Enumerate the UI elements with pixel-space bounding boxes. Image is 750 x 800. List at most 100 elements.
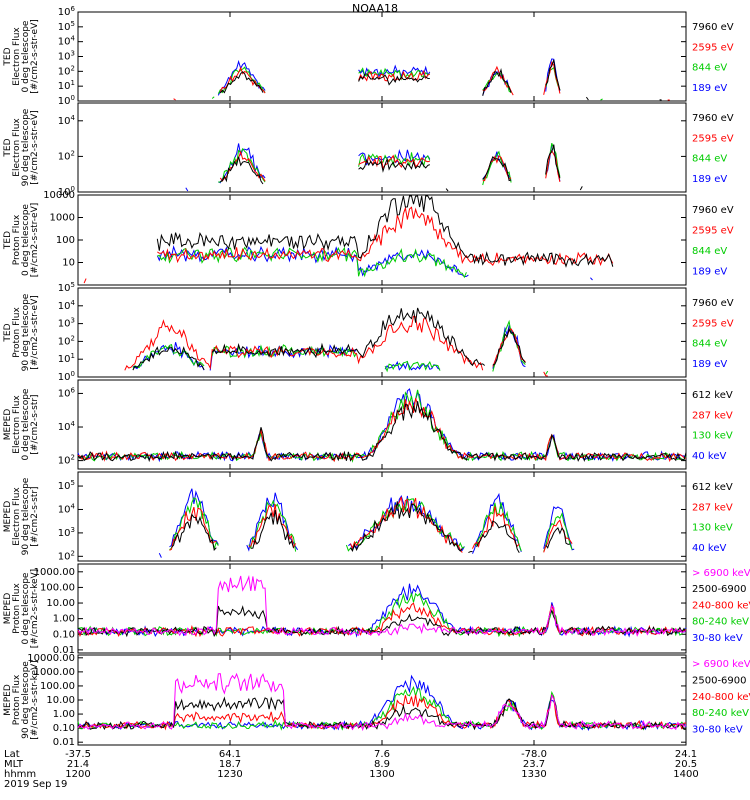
y-tick-label: 106 [58, 386, 76, 399]
y-tick-exponent: 3 [71, 317, 75, 325]
y-tick-exponent: 5 [71, 20, 75, 28]
y-tick-label: 105 [58, 20, 75, 33]
y-tick-label: 10.00 [46, 695, 75, 706]
legend-entry: 30-80 keV [692, 633, 743, 644]
legend-entry: 130 keV [692, 523, 733, 534]
series-trace [186, 144, 672, 192]
series-trace [77, 685, 686, 731]
y-tick-label: 0.10 [53, 723, 75, 734]
y-axis-label: Electron Flux [12, 487, 22, 546]
legend-entry: 7960 eV [692, 298, 734, 309]
legend-entry: 287 keV [692, 502, 733, 513]
y-tick-label: 104 [58, 420, 76, 433]
series-trace [220, 145, 678, 192]
y-tick-label: 0.01 [53, 737, 75, 748]
panel-3: 10 100 1000 10000 TED Proton Flux 0 deg telesc… [3, 190, 734, 286]
panel-frame [77, 563, 687, 654]
legend-entry: 844 eV [692, 246, 727, 257]
y-tick-label: 10.00 [46, 598, 75, 609]
y-tick-label: 103 [58, 50, 75, 63]
panel-frame [77, 287, 687, 378]
y-tick-label: 100.00 [40, 681, 75, 692]
series-trace [170, 497, 666, 554]
legend-entry: 189 eV [692, 83, 727, 94]
y-axis-label: 0 deg telescope [21, 572, 31, 644]
y-axis-label: 0 deg telescope [21, 388, 31, 460]
y-tick-label: 104 [58, 299, 76, 312]
y-tick-exponent: 4 [71, 502, 76, 510]
y-tick-label: 104 [58, 35, 76, 48]
y-axis-label: TED [3, 47, 13, 66]
legend-entry: 189 eV [692, 359, 727, 370]
legend-entry: 2595 eV [692, 318, 734, 329]
y-tick-exponent: 2 [71, 454, 75, 462]
panel-7: 0.01 0.10 1.00 10.00 100.00 1000.00 MEPED Proto… [3, 563, 750, 656]
y-tick-exponent: 1 [71, 79, 75, 87]
y-tick-label: 1000 [50, 213, 75, 224]
legend-entry: 240-800 keV [692, 692, 750, 703]
y-tick-label: 1.00 [53, 614, 75, 625]
y-tick-exponent: 2 [71, 64, 75, 72]
x-tick-label: 20.5 [675, 759, 697, 770]
y-axis-label: TED [3, 231, 13, 250]
y-tick-label: 1.00 [53, 709, 75, 720]
y-tick-exponent: 2 [71, 149, 75, 157]
y-axis-label: [#/cm2-s-str] [30, 394, 40, 454]
y-axis-label: TED [3, 138, 13, 157]
x-tick-label: 1330 [521, 769, 546, 780]
y-axis-label: Electron Flux [12, 27, 22, 86]
series-trace [157, 196, 623, 280]
series-trace [219, 59, 662, 101]
series-trace [172, 501, 668, 554]
legend-entry: 189 eV [692, 267, 727, 278]
y-axis-label: Electron Flux [12, 395, 22, 454]
legend-entry: 287 keV [692, 410, 733, 421]
series-trace [125, 316, 674, 376]
panel-frame [77, 11, 687, 102]
y-axis-label: [#/cm2-s-str] [30, 486, 40, 546]
legend-entry: 844 eV [692, 339, 727, 350]
y-axis-label: 90 deg telescope [21, 108, 31, 186]
legend-entry: 7960 eV [692, 113, 734, 124]
y-tick-label: 106 [58, 5, 76, 18]
y-axis-label: MEPED [3, 501, 13, 533]
y-tick-exponent: 2 [71, 549, 75, 557]
series-trace [77, 693, 687, 731]
y-tick-label: 102 [58, 454, 75, 467]
x-tick-label: 1300 [369, 769, 394, 780]
y-tick-label: 102 [58, 334, 75, 347]
series-trace [77, 672, 687, 732]
legend-entry: 40 keV [692, 543, 726, 554]
legend-entry: 612 keV [692, 390, 733, 401]
y-axis-label: [#/cm2-s-str-keV] [30, 660, 40, 739]
series-trace [77, 398, 687, 463]
legend-entry: 80-240 keV [692, 617, 749, 628]
series-trace [77, 694, 687, 731]
y-tick-exponent: 0 [71, 185, 75, 193]
legend-entry: 7960 eV [692, 22, 734, 33]
panel-frame [77, 102, 687, 193]
y-tick-exponent: 4 [71, 114, 76, 122]
legend-entry: 2595 eV [692, 133, 734, 144]
y-tick-exponent: 4 [71, 420, 76, 428]
y-axis-label: [#/cm2-s-str-keV] [30, 569, 40, 648]
series-trace [220, 151, 684, 187]
legend-entry: 2595 eV [692, 42, 734, 53]
series-trace [77, 389, 687, 463]
y-axis-label: 0 deg telescope [21, 204, 31, 276]
x-tick-label: 1400 [673, 769, 698, 780]
y-axis-label: MEPED [3, 684, 13, 716]
y-axis-label: Proton Flux [12, 674, 22, 725]
legend-entry: > 6900 keV [692, 568, 750, 579]
x-tick-label: 7.6 [374, 749, 390, 760]
series-trace [77, 388, 687, 463]
y-tick-label: 1000.00 [34, 667, 75, 678]
x-tick-label: 18.7 [219, 759, 241, 770]
y-tick-label: 10000.00 [27, 653, 75, 664]
panel-8: 0.01 0.10 1.00 10.00 100.00 1000.00 10000.00 ME… [3, 653, 750, 748]
